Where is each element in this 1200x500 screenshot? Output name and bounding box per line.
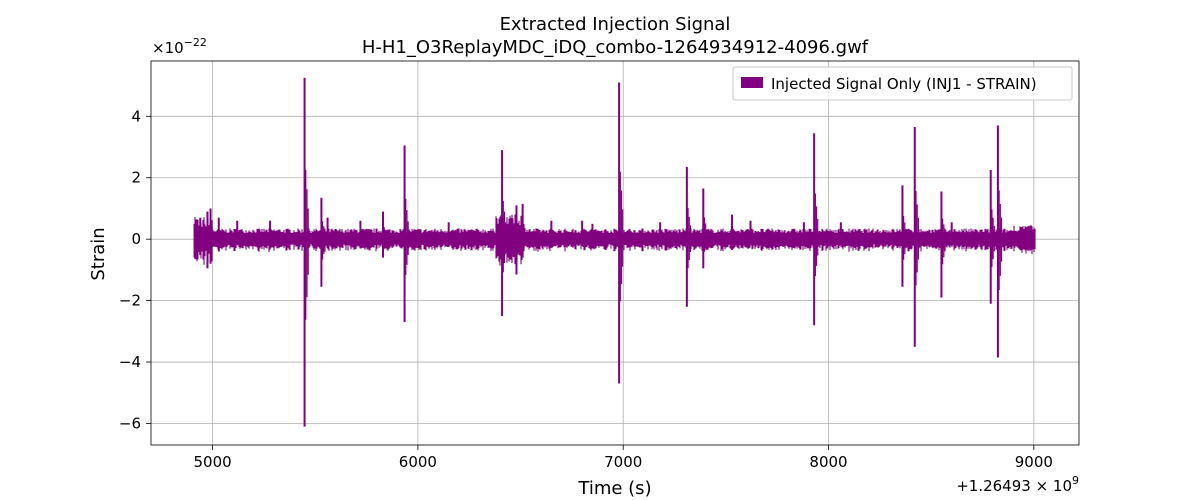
grid (151, 61, 1079, 445)
x-tick-label: 6000 (399, 453, 437, 471)
y-tick-label: −4 (119, 353, 141, 371)
x-tick-label: 5000 (193, 453, 231, 471)
legend-swatch (741, 77, 763, 88)
chart-subtitle: H-H1_O3ReplayMDC_iDQ_combo-1264934912-40… (362, 37, 869, 58)
axes-frame (150, 60, 1080, 446)
x-axis-ticks: 5000 6000 7000 8000 9000 (193, 445, 1053, 471)
y-multiplier-base: ×10 (152, 39, 184, 57)
x-tick-label: 7000 (604, 453, 642, 471)
x-offset-exponent: 9 (1072, 474, 1079, 487)
series-injected-signal (193, 77, 1036, 427)
y-tick-label: 4 (131, 107, 141, 125)
x-tick-label: 9000 (1015, 453, 1053, 471)
y-tick-label: −2 (119, 292, 141, 310)
y-multiplier-exponent: −22 (184, 36, 207, 49)
legend-box (732, 66, 1073, 101)
y-tick-label: −6 (119, 414, 141, 432)
chart-title: Extracted Injection Signal (500, 14, 731, 35)
x-axis-offset: +1.26493 × 109 (956, 474, 1079, 495)
legend-entry-label: Injected Signal Only (INJ1 - STRAIN) (771, 75, 1037, 93)
y-tick-label: 2 (131, 169, 141, 187)
y-tick-label: 0 (131, 230, 141, 248)
y-axis-ticks: −6 −4 −2 0 2 4 (119, 107, 151, 432)
y-axis-label: Strain (88, 227, 109, 280)
x-tick-label: 8000 (809, 453, 847, 471)
x-axis-label: Time (s) (577, 478, 651, 499)
legend: Injected Signal Only (INJ1 - STRAIN) (732, 66, 1073, 101)
y-axis-multiplier: ×10−22 (152, 36, 207, 57)
x-offset-base: +1.26493 × 10 (956, 477, 1072, 495)
